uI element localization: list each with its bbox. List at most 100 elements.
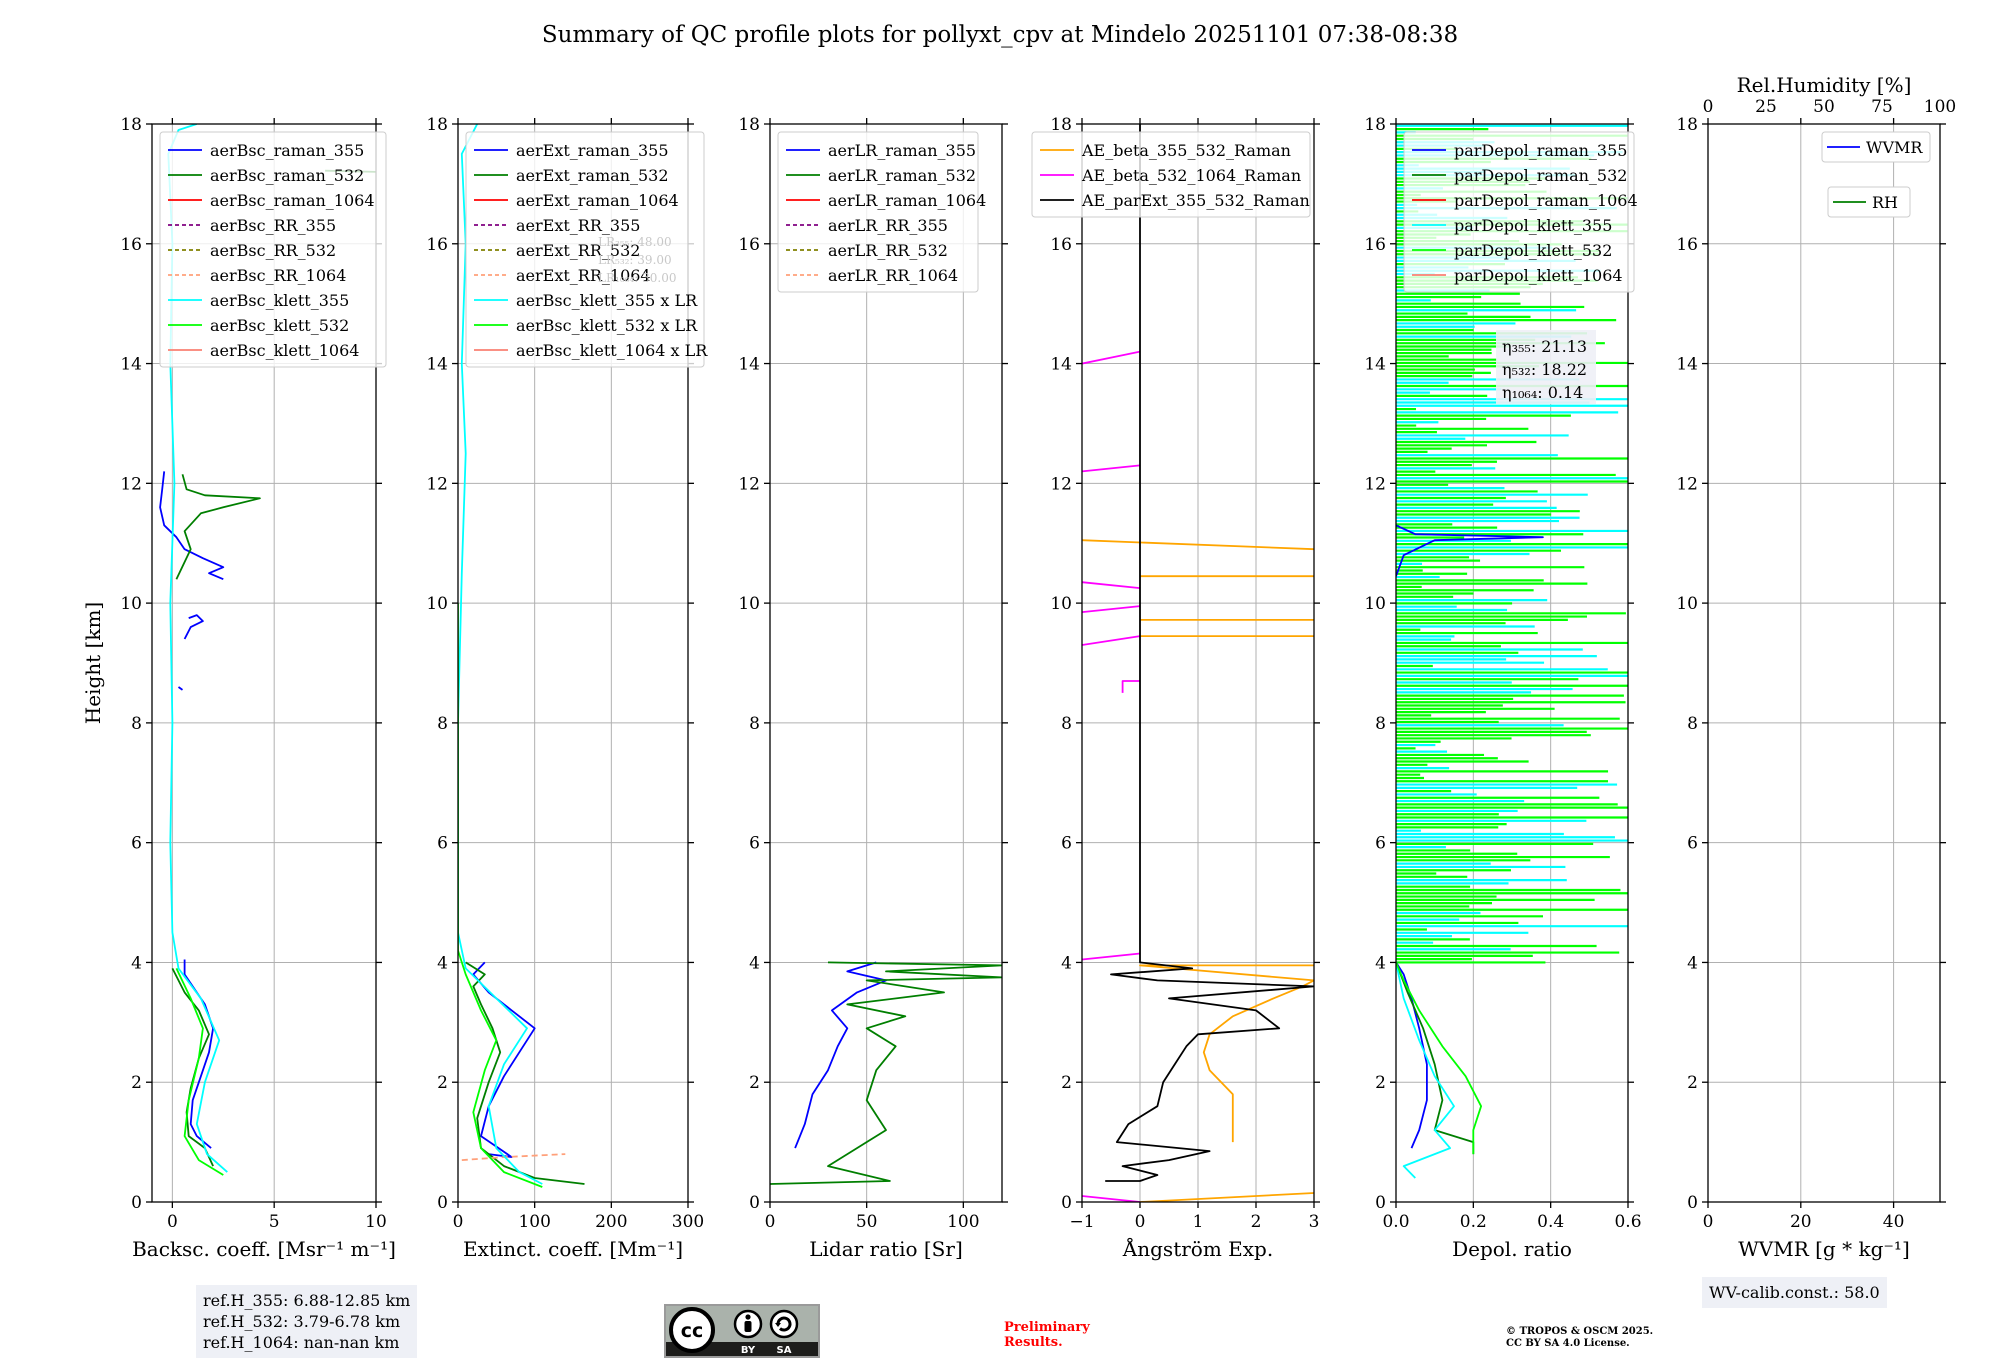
legend-wv: WVMR RH [1821, 131, 1931, 218]
x-tick-label: 40 [1883, 1212, 1905, 1232]
eta-annotation-box [1496, 330, 1596, 404]
series-aerLR_raman_532 [770, 961, 1002, 1185]
svg-text:BY: BY [741, 1345, 756, 1356]
legend-entry-parDepol_raman_532: parDepol_raman_532 [1454, 166, 1627, 185]
y-tick-label: 12 [120, 474, 142, 494]
axes-frame [457, 123, 689, 1203]
panel-lr: 0 2 4 6 8 10 12 14 16 18 0 50 100 Lidar ratio [Sr] aer… [738, 115, 1008, 1261]
y-tick-label: 8 [437, 714, 448, 734]
panel-ext: 0 2 4 6 8 10 12 14 16 18 0 100 200 300 Extinct. coeff.… [426, 115, 708, 1261]
x-tick-label: 0 [167, 1212, 178, 1232]
legend-frame [1031, 131, 1311, 218]
legend-entry-aerBsc_raman_355: aerBsc_raman_355 [210, 141, 364, 160]
axes-frame [1707, 123, 1941, 1203]
y-tick-label: 18 [738, 115, 760, 135]
copyright-note: © TROPOS & OSCM 2025. CC BY SA 4.0 Licen… [1506, 1326, 1653, 1350]
y-tick-label: 2 [1687, 1073, 1698, 1093]
legend-entry-aerBsc_RR_532: aerBsc_RR_532 [210, 241, 336, 260]
legend-entry-aerBsc_RR_1064: aerBsc_RR_1064 [210, 266, 346, 285]
y-tick-label: 4 [749, 953, 760, 973]
series-group [1396, 524, 1544, 1179]
x-tick-label: 10 [365, 1212, 387, 1232]
x-tick-label: 20 [1790, 1212, 1812, 1232]
y-tick-label: 18 [1364, 115, 1386, 135]
y-tick-label: 14 [738, 355, 760, 375]
x-tick-label: 1 [1193, 1212, 1204, 1232]
x-tick-label: 300 [672, 1212, 704, 1232]
x-tick-label: 5 [269, 1212, 280, 1232]
x-tick-label: 0.6 [1614, 1212, 1641, 1232]
y-tick-label: 6 [1687, 834, 1698, 854]
legend-frame [1827, 186, 1911, 218]
y-tick-label: 10 [120, 594, 142, 614]
x-tick-label: 0.2 [1460, 1212, 1487, 1232]
legend-entry-aerBsc_klett_355 x LR: aerBsc_klett_355 x LR [516, 291, 698, 310]
legend-entry-aerBsc_klett_1064: aerBsc_klett_1064 [210, 341, 359, 360]
legend-entry-AE_parExt_355_532_Raman: AE_parExt_355_532_Raman [1081, 191, 1310, 210]
x-tick-label: 0 [453, 1212, 464, 1232]
y-tick-label: 2 [749, 1073, 760, 1093]
series-parDepol_raman_355_b [1396, 524, 1544, 577]
x-tick-label: 0.4 [1537, 1212, 1564, 1232]
y-tick-label: 10 [1050, 594, 1072, 614]
x2-tick-label: 25 [1755, 97, 1777, 117]
axes-frame [769, 123, 1003, 1203]
legend-entry-RH: RH [1872, 193, 1898, 212]
series-AE_beta_532_1064_Raman_f [1082, 581, 1141, 589]
y-tick-label: 2 [1375, 1073, 1386, 1093]
legend-entry-aerLR_RR_532: aerLR_RR_532 [828, 241, 948, 260]
x-axis-label: Backsc. coeff. [Msr⁻¹ m⁻¹] [132, 1237, 396, 1261]
legend-ae: AE_beta_355_532_Raman AE_beta_532_1064_Ra… [1031, 131, 1311, 218]
y-tick-label: 4 [437, 953, 448, 973]
y-tick-label: 6 [131, 834, 142, 854]
series-aerBsc_raman_532 [171, 967, 214, 1167]
legend-entry-aerBsc_klett_1064 x LR: aerBsc_klett_1064 x LR [516, 341, 708, 360]
y-tick-label: 6 [437, 834, 448, 854]
y-tick-label: 8 [1375, 714, 1386, 734]
y-tick-label: 0 [1061, 1193, 1072, 1213]
y-tick-label: 14 [1050, 355, 1072, 375]
y-tick-label: 2 [131, 1073, 142, 1093]
eta-annotation: η₃₅₅: 21.13 [1502, 337, 1587, 356]
y-tick-label: 4 [1061, 953, 1072, 973]
y-tick-label: 16 [1364, 235, 1386, 255]
series-AE_beta_532_1064_Raman_e [1082, 605, 1141, 613]
x2-tick-label: 0 [1703, 97, 1714, 117]
series-aerBsc_raman_355_c [183, 614, 204, 640]
lr-annotation: LR₁₀₆₄: 30.00 [598, 271, 676, 285]
series-aerBsc_klett_355 x LR [458, 124, 543, 1185]
y-tick-label: 14 [426, 355, 448, 375]
y-tick-label: 6 [1375, 834, 1386, 854]
y-tick-label: 6 [1061, 834, 1072, 854]
lr-annotation: LR₃₅₅: 48.00 [598, 235, 672, 249]
preliminary-results-note: Preliminary Results. [1004, 1320, 1090, 1350]
series-aerBsc_klett_532 [175, 968, 224, 1176]
legend-frame [159, 131, 387, 368]
series-AE_beta_532_1064_Raman_d [1082, 635, 1141, 646]
series-AE_beta_532_1064_Raman_c [1121, 680, 1140, 693]
x-axis-label: Ångström Exp. [1122, 1236, 1273, 1261]
y-tick-label: 14 [1364, 355, 1386, 375]
eta-annotation: η₅₃₂: 18.22 [1502, 360, 1587, 379]
y-tick-label: 12 [1364, 474, 1386, 494]
x-axis-label: Depol. ratio [1452, 1237, 1572, 1261]
legend-frame [465, 131, 705, 368]
series-aerBsc_raman_355_b [177, 686, 184, 691]
series-AE_beta_355_532_Raman_f [1082, 539, 1314, 551]
y-tick-label: 8 [131, 714, 142, 734]
preliminary-line-1: Preliminary [1004, 1320, 1090, 1335]
y-tick-label: 4 [1687, 953, 1698, 973]
y-tick-label: 0 [1687, 1193, 1698, 1213]
legend-entry-aerExt_raman_532: aerExt_raman_532 [516, 166, 669, 185]
legend-entry-aerBsc_raman_532: aerBsc_raman_532 [210, 166, 364, 185]
series-AE_parExt_355_532_Raman [1105, 124, 1314, 1182]
x-tick-label: −1 [1069, 1212, 1094, 1232]
y-tick-label: 4 [1375, 953, 1386, 973]
y-tick-label: 2 [1061, 1073, 1072, 1093]
x-tick-label: 0.0 [1382, 1212, 1409, 1232]
legend-entry-aerExt_RR_355: aerExt_RR_355 [516, 216, 640, 235]
legend-depol: parDepol_raman_355 parDepol_raman_532 parD… [1403, 131, 1638, 293]
legend-entry-AE_beta_532_1064_Raman: AE_beta_532_1064_Raman [1081, 166, 1301, 185]
series-aerExt_raman_532 [465, 961, 585, 1185]
wv-calibration-box: WV-calib.const.: 58.0 [1702, 1277, 1887, 1308]
